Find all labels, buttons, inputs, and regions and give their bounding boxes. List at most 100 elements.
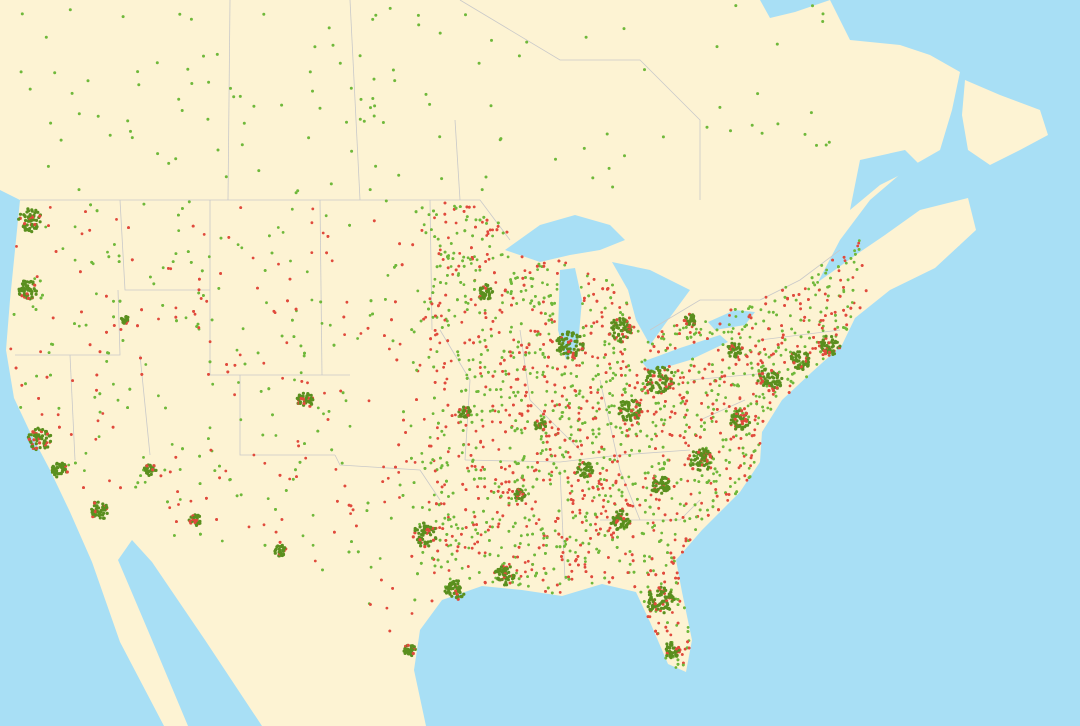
- green-dot: [568, 549, 572, 553]
- green-dot: [714, 491, 718, 495]
- green-dot: [754, 322, 758, 326]
- green-dot: [639, 590, 643, 594]
- green-dot: [453, 204, 456, 208]
- green-dot: [101, 516, 106, 520]
- green-dot: [34, 218, 39, 222]
- green-dot: [29, 440, 33, 444]
- green-dot: [581, 343, 585, 348]
- red-dot: [668, 433, 672, 436]
- green-dot: [535, 571, 538, 575]
- red-dot: [469, 454, 473, 457]
- red-dot: [139, 356, 142, 360]
- green-dot: [634, 482, 637, 485]
- green-dot: [516, 478, 519, 482]
- green-dot: [374, 164, 378, 168]
- green-dot: [486, 297, 490, 301]
- green-dot: [733, 481, 737, 484]
- red-dot: [455, 549, 459, 553]
- green-dot: [509, 292, 513, 295]
- red-dot: [671, 611, 674, 614]
- red-dot: [285, 341, 289, 345]
- red-dot: [638, 503, 642, 507]
- red-dot: [662, 571, 665, 575]
- red-dot: [537, 546, 541, 550]
- green-dot: [477, 477, 481, 480]
- green-dot: [541, 527, 544, 531]
- green-dot: [737, 477, 741, 481]
- red-dot: [512, 338, 516, 342]
- green-dot: [219, 236, 223, 240]
- green-dot: [562, 351, 566, 356]
- red-dot: [516, 555, 519, 559]
- green-dot: [435, 265, 439, 269]
- red-dot: [591, 355, 594, 358]
- red-dot: [682, 376, 685, 379]
- red-dot: [501, 514, 505, 518]
- green-dot: [722, 330, 726, 334]
- red-dot: [40, 413, 44, 416]
- red-dot: [546, 364, 549, 368]
- red-dot: [539, 311, 543, 315]
- red-dot: [504, 408, 508, 412]
- red-dot: [168, 470, 172, 474]
- green-dot: [96, 114, 100, 118]
- green-dot: [301, 534, 305, 538]
- green-dot: [194, 514, 199, 518]
- red-dot: [404, 431, 407, 434]
- red-dot: [837, 269, 841, 273]
- green-dot: [642, 600, 646, 603]
- green-dot: [591, 451, 595, 454]
- red-dot: [402, 418, 405, 422]
- green-dot: [348, 424, 352, 428]
- green-dot: [734, 492, 737, 496]
- green-dot: [560, 373, 564, 377]
- green-dot: [90, 510, 94, 514]
- green-dot: [524, 289, 528, 292]
- green-dot: [155, 61, 159, 65]
- green-dot: [440, 429, 444, 433]
- green-dot: [434, 519, 438, 523]
- green-dot: [644, 499, 647, 502]
- red-dot: [366, 326, 370, 330]
- boundary-line: [519, 329, 581, 451]
- green-dot: [386, 274, 390, 277]
- red-dot: [295, 475, 298, 478]
- green-dot: [718, 105, 722, 109]
- green-dot: [563, 539, 567, 543]
- red-dot: [604, 371, 608, 374]
- green-dot: [369, 565, 373, 569]
- green-dot: [584, 560, 587, 563]
- green-dot: [590, 581, 594, 585]
- green-dot: [514, 555, 517, 559]
- red-dot: [535, 452, 539, 455]
- dot-layer: [9, 4, 868, 669]
- green-dot: [822, 335, 826, 338]
- red-dot: [577, 417, 581, 421]
- green-dot: [591, 428, 595, 432]
- red-dot: [503, 289, 507, 293]
- red-dot: [759, 359, 763, 363]
- green-dot: [358, 117, 362, 121]
- red-dot: [591, 406, 595, 410]
- green-dot: [544, 431, 548, 435]
- green-dot: [757, 416, 760, 420]
- green-dot: [431, 458, 435, 461]
- green-dot: [686, 337, 689, 340]
- green-dot: [554, 157, 557, 161]
- green-dot: [581, 302, 584, 305]
- green-dot: [475, 413, 479, 417]
- green-dot: [473, 375, 477, 379]
- green-dot: [698, 508, 702, 512]
- green-dot: [447, 323, 450, 327]
- green-dot: [643, 358, 647, 362]
- green-dot: [574, 538, 578, 542]
- green-dot: [609, 422, 613, 425]
- red-dot: [497, 331, 501, 334]
- green-dot: [170, 443, 174, 446]
- green-dot: [597, 551, 600, 554]
- green-dot: [748, 305, 752, 308]
- green-dot: [152, 282, 156, 286]
- green-dot: [207, 437, 210, 440]
- green-dot: [482, 215, 486, 219]
